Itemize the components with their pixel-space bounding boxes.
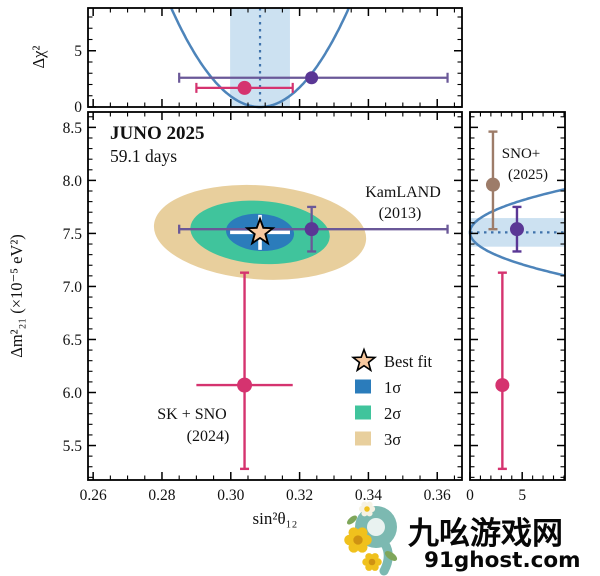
y-tick-label: 6.0 [63, 385, 83, 402]
big-flower-icon-petal [356, 527, 368, 538]
x-tick-label: 0.32 [286, 487, 313, 504]
big-flower-icon-petal [356, 542, 368, 553]
watermark: 九吆游戏网 91ghost.com [336, 501, 600, 576]
white-flower-icon-petal [366, 501, 373, 508]
main-panel-bg [88, 112, 462, 480]
chi2-y-tick-label: 0 [74, 99, 82, 116]
watermark-site-name: 九吆游戏网 [408, 516, 563, 552]
right-panel-border [469, 111, 566, 481]
x-tick-label: 0.28 [148, 487, 175, 504]
white-flower-icon-center [364, 506, 370, 512]
legend: Best fit 1σ 2σ 3σ [350, 347, 433, 449]
snoplus-label-line2: (2025) [508, 167, 548, 183]
x-tick-label: 0.34 [355, 487, 382, 504]
logo-inner [367, 518, 385, 536]
y-axis-label: Δm²₂₁ (×10⁻⁵ eV²) [7, 234, 26, 358]
leaf-icon [384, 551, 398, 561]
y-tick-label: 8.0 [63, 173, 83, 190]
sksno-point-right [495, 378, 510, 393]
white-flower-icon-petal [366, 510, 373, 517]
kamland-point-right [509, 222, 524, 237]
sksno-point-top [237, 80, 252, 95]
y-tick-label: 5.5 [63, 438, 83, 455]
best-fit-star [244, 216, 276, 246]
white-flower-icon-petal [361, 501, 368, 508]
chi2-x-tick-label: 0 [466, 487, 474, 504]
snoplus-point-right [485, 177, 500, 192]
legend-1sigma-swatch [355, 379, 371, 394]
watermark-logo [344, 501, 398, 576]
legend-1sigma-label: 1σ [384, 378, 401, 397]
big-flower-icon-center [353, 535, 363, 545]
small-flower-icon-petal [371, 563, 379, 571]
legend-2sigma-swatch [355, 405, 371, 420]
small-flower-icon-petal [371, 553, 379, 561]
leaf-icon [347, 515, 357, 525]
x-tick-label: 0.36 [424, 487, 451, 504]
top-panel-border [87, 7, 463, 108]
y-tick-label: 7.5 [63, 226, 83, 243]
kamland-point-main [304, 222, 319, 237]
kamland-label-line2: (2013) [379, 205, 422, 222]
legend-2sigma-label: 2σ [384, 404, 401, 423]
snoplus-label-line1: SNO+ [502, 146, 540, 162]
main-panel-contours [153, 184, 449, 471]
y-tick-label: 8.5 [63, 120, 83, 137]
small-flower-icon-petal [365, 553, 373, 561]
sksno-label-line1: SK + SNO [157, 406, 226, 423]
x-tick-label: 0.26 [80, 487, 107, 504]
axis-tick-labels: 0.26 0.28 0.30 0.32 0.34 0.36 8.5 8.0 7.5 7.0 6.5 6… [63, 43, 527, 504]
legend-best-fit-label: Best fit [384, 352, 433, 371]
legend-3sigma-swatch [355, 431, 371, 446]
chi2-y-tick-label: 5 [74, 43, 82, 60]
watermark-site-url: 91ghost.com [424, 548, 581, 573]
kamland-label-line1: KamLAND [365, 184, 441, 201]
x-tick-label: 0.30 [217, 487, 244, 504]
right-panel-chi2-profile [468, 130, 566, 471]
legend-best-fit-star-icon [350, 347, 378, 373]
kamland-point-top [305, 71, 319, 85]
exposure-label: 59.1 days [110, 146, 177, 166]
legend-3sigma-label: 3σ [384, 430, 401, 449]
sksno-label-line2: (2024) [187, 428, 230, 445]
chi2-axis-label: Δχ² [29, 46, 48, 69]
x-axis-label: sin²θ₁₂ [253, 509, 298, 528]
main-panel-border [87, 111, 463, 481]
small-flower-icon-center [368, 558, 376, 566]
y-tick-label: 7.0 [63, 279, 83, 296]
y-tick-label: 6.5 [63, 332, 83, 349]
big-flower-icon-petal [348, 527, 360, 538]
right-panel-bg [470, 112, 565, 480]
sksno-point-main [237, 377, 253, 393]
chi2-x-tick-label: 5 [518, 487, 526, 504]
plot-title: JUNO 2025 [110, 123, 204, 144]
